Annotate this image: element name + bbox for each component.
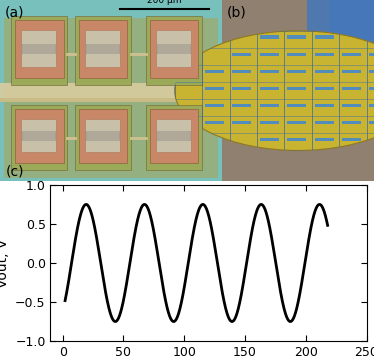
Bar: [329, 0, 374, 64]
Text: 200 μm: 200 μm: [147, 0, 182, 5]
Bar: [22, 31, 56, 67]
Bar: [22, 31, 56, 43]
Text: (b): (b): [227, 5, 246, 19]
Bar: [157, 120, 191, 152]
Bar: [342, 87, 361, 90]
Bar: [157, 31, 191, 43]
Bar: [342, 104, 361, 107]
Bar: [315, 138, 334, 141]
Bar: [260, 121, 279, 124]
Bar: [342, 52, 361, 56]
Bar: [287, 70, 306, 73]
Bar: [370, 121, 374, 124]
Bar: [315, 104, 334, 107]
Bar: [0, 83, 222, 102]
Bar: [222, 0, 374, 181]
Bar: [287, 52, 306, 56]
Bar: [315, 70, 334, 73]
Bar: [15, 109, 64, 163]
Bar: [146, 16, 202, 85]
Bar: [342, 121, 361, 124]
Bar: [370, 52, 374, 56]
Bar: [0, 98, 222, 102]
Bar: [205, 104, 224, 107]
Bar: [150, 20, 198, 78]
Bar: [232, 87, 251, 90]
Bar: [307, 0, 374, 40]
Bar: [287, 104, 306, 107]
Bar: [4, 18, 218, 178]
Bar: [315, 36, 334, 38]
Y-axis label: Vout, V: Vout, V: [0, 238, 10, 288]
Circle shape: [175, 31, 374, 150]
Bar: [86, 120, 120, 131]
Bar: [75, 105, 131, 171]
Bar: [232, 52, 251, 56]
Bar: [157, 120, 191, 131]
Bar: [86, 141, 120, 152]
Bar: [342, 138, 361, 141]
Bar: [146, 105, 202, 171]
Bar: [86, 31, 120, 67]
Bar: [75, 16, 131, 85]
Bar: [157, 54, 191, 67]
Bar: [86, 54, 120, 67]
Bar: [22, 120, 56, 131]
Bar: [342, 70, 361, 73]
Bar: [86, 120, 120, 152]
Bar: [157, 141, 191, 152]
Bar: [287, 87, 306, 90]
Bar: [260, 104, 279, 107]
Bar: [86, 31, 120, 43]
Bar: [0, 0, 222, 181]
Bar: [232, 70, 251, 73]
Bar: [22, 141, 56, 152]
Bar: [232, 121, 251, 124]
Bar: [22, 120, 56, 152]
Bar: [370, 70, 374, 73]
Bar: [157, 31, 191, 67]
Bar: [287, 36, 306, 38]
Bar: [232, 104, 251, 107]
Bar: [150, 109, 198, 163]
Bar: [205, 87, 224, 90]
Bar: [370, 104, 374, 107]
Bar: [287, 138, 306, 141]
Bar: [79, 109, 127, 163]
Bar: [205, 121, 224, 124]
Bar: [260, 52, 279, 56]
Bar: [22, 54, 56, 67]
Bar: [315, 52, 334, 56]
Bar: [260, 138, 279, 141]
Bar: [315, 87, 334, 90]
Bar: [287, 121, 306, 124]
Bar: [205, 70, 224, 73]
Bar: [260, 36, 279, 38]
Bar: [315, 121, 334, 124]
Bar: [79, 20, 127, 78]
Bar: [370, 87, 374, 90]
Bar: [260, 70, 279, 73]
Text: (c): (c): [6, 165, 25, 179]
Bar: [15, 20, 64, 78]
Bar: [11, 16, 67, 85]
Bar: [260, 87, 279, 90]
Text: (a): (a): [4, 5, 24, 19]
Bar: [11, 105, 67, 171]
